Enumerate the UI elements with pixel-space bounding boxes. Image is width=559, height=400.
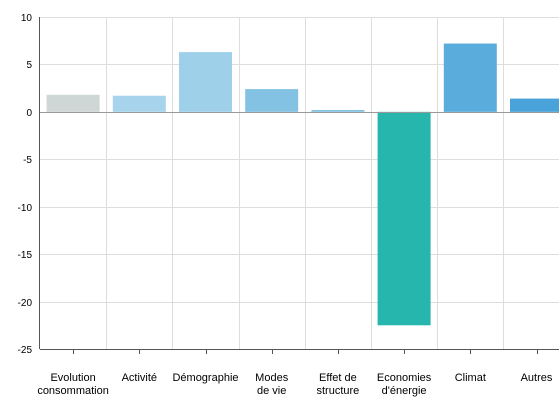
bar	[245, 89, 299, 112]
x-tick-label-line: consommation	[37, 385, 109, 397]
bar	[377, 111, 431, 326]
x-tick-label: Economies d'énergie	[377, 372, 432, 397]
bar	[311, 109, 365, 112]
y-tick-label: -20	[18, 298, 33, 309]
bar	[510, 98, 559, 112]
bar	[112, 95, 166, 112]
x-tick-label-line: Autres	[521, 372, 553, 384]
x-tick-label-line: d'énergie	[382, 385, 427, 397]
x-tick-label-line: Effet de	[319, 372, 357, 384]
y-tick-label: 0	[26, 108, 32, 119]
grid	[40, 17, 559, 349]
y-tick-label: 5	[26, 60, 32, 71]
x-tick-label-line: Modes	[255, 372, 289, 384]
x-tick-label-line: Evolution	[50, 372, 95, 384]
x-tick-label: Autres	[521, 372, 553, 384]
x-tick-label-line: structure	[317, 385, 360, 397]
x-tick-label: Effet de structure	[317, 372, 360, 397]
x-tick-label: Evolution consommation	[37, 372, 109, 397]
x-tick-label: Climat	[455, 372, 486, 384]
y-tick-label: 10	[21, 13, 33, 24]
x-tick-label-line: de vie	[257, 385, 286, 397]
y-tick-label: -5	[23, 155, 32, 166]
x-tick-label: Modes de vie	[255, 372, 289, 397]
axes	[39, 17, 559, 354]
x-tick-labels: Evolution consommation Activité Démographie…	[37, 372, 553, 397]
y-tick-label: -25	[18, 345, 33, 356]
bars	[46, 43, 559, 326]
x-tick-label: Activité	[122, 372, 157, 384]
y-tick-label: -15	[18, 250, 33, 261]
x-tick-label-line: Economies	[377, 372, 432, 384]
bar	[443, 43, 497, 112]
x-tick-label-line: Activité	[122, 372, 157, 384]
x-tick-label: Démographie	[172, 372, 238, 384]
x-tick-label-line: Climat	[455, 372, 486, 384]
y-tick-labels: 10 5 0 -5 -10 -15 -20 -25	[18, 13, 33, 356]
y-tick-label: -10	[18, 203, 33, 214]
bar	[46, 94, 100, 112]
bar	[179, 52, 232, 112]
x-tick-label-line: Démographie	[172, 372, 238, 384]
